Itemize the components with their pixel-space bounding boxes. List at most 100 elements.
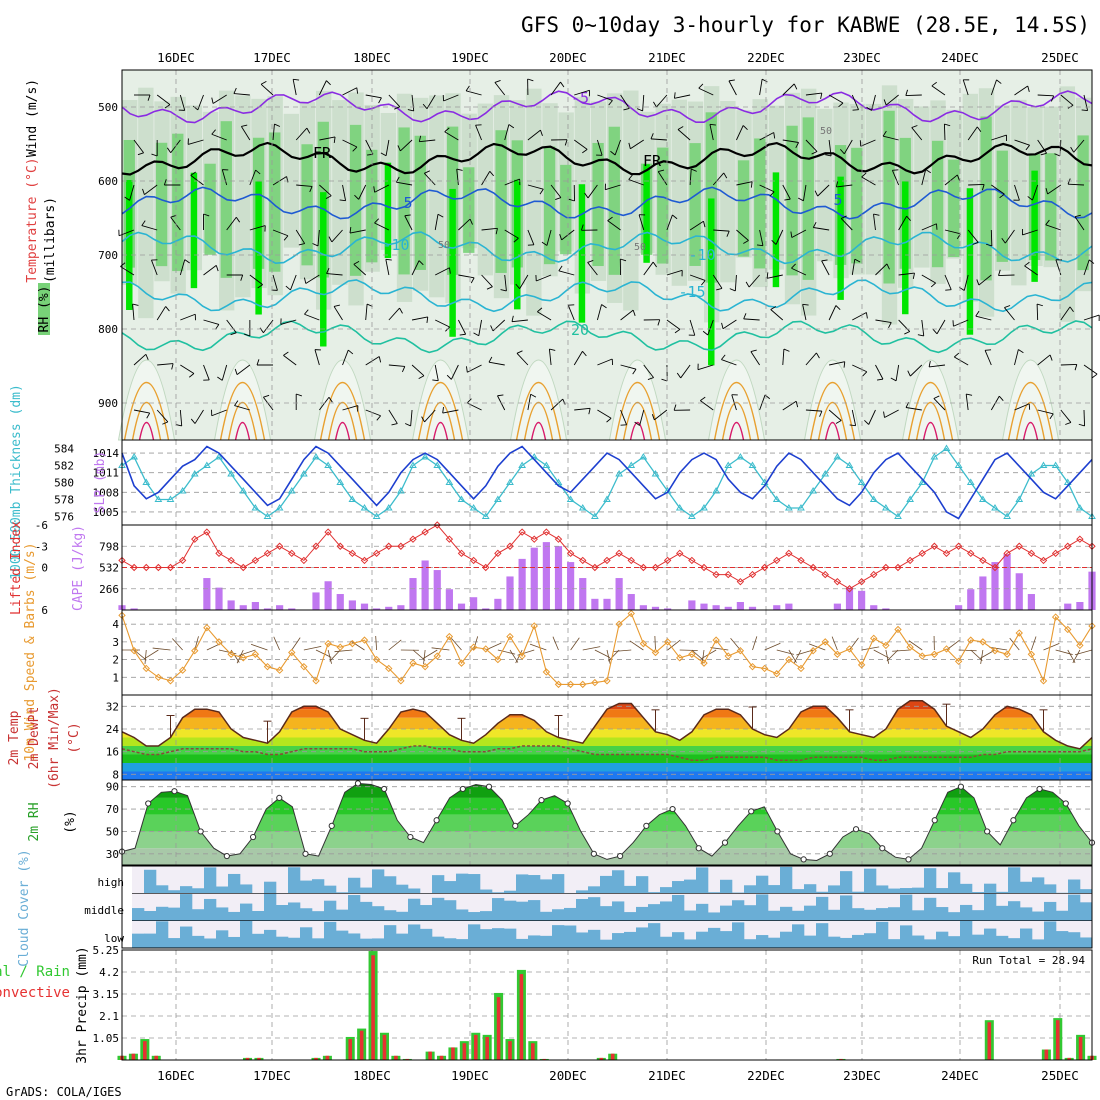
wind-barb xyxy=(418,260,424,266)
wind-barb xyxy=(597,358,613,366)
wind-barb xyxy=(352,146,358,152)
wind-barb xyxy=(965,394,969,411)
rh-shade xyxy=(708,198,715,366)
wind-barb xyxy=(1036,303,1039,321)
wind-barb xyxy=(769,191,775,197)
cloud-cell xyxy=(240,920,253,948)
wind-point xyxy=(1015,629,1023,637)
precip-convective-bar xyxy=(599,1057,604,1060)
thickness-point xyxy=(930,453,939,460)
wind-barb xyxy=(497,394,504,397)
cape-bar xyxy=(421,560,429,610)
isotherm-warm xyxy=(915,402,946,441)
wind-barb xyxy=(263,319,274,334)
wind-barb xyxy=(527,229,535,246)
wind-barb xyxy=(203,213,210,217)
cloud-cell xyxy=(408,898,421,921)
isotherm-warm xyxy=(809,381,856,441)
wind-barb xyxy=(843,361,846,368)
cloud-cell xyxy=(456,873,469,894)
cape-bar xyxy=(615,578,623,610)
isotherm-warm xyxy=(530,421,547,441)
wind-barb xyxy=(249,169,257,186)
cloud-cell xyxy=(228,911,241,921)
wind-barb xyxy=(805,139,818,152)
wind-barb xyxy=(418,135,422,142)
wind-barb xyxy=(546,229,552,246)
isotherm-warm xyxy=(728,421,745,441)
wind-barb xyxy=(470,277,475,284)
cloud-cell xyxy=(900,888,913,894)
cloud-cell xyxy=(1044,884,1057,894)
wind-barb xyxy=(932,329,938,335)
wind-barb xyxy=(481,274,493,288)
wind-barb xyxy=(691,168,697,172)
wind-point xyxy=(1064,625,1072,634)
cloud-cell xyxy=(780,931,793,948)
cape-bar xyxy=(360,603,369,610)
wind-point xyxy=(663,638,672,646)
cloud-cell xyxy=(216,886,229,894)
li-point xyxy=(1064,542,1072,550)
wind10-barb xyxy=(892,649,911,652)
cloud-cell xyxy=(432,875,445,894)
thickness-tick: 584 xyxy=(54,443,74,456)
wind-point xyxy=(688,650,696,658)
top-date-label: 17DEC xyxy=(253,50,291,65)
wind-barb xyxy=(933,398,946,411)
cloud-cell xyxy=(864,933,877,948)
wind-barb xyxy=(721,359,737,366)
wind-barb xyxy=(689,220,704,231)
wind-barb xyxy=(221,169,228,186)
rh-shade xyxy=(754,138,766,269)
wind-barb xyxy=(906,215,911,221)
wind10-barb xyxy=(422,649,438,659)
wind10-barb xyxy=(334,649,353,653)
cape-bar xyxy=(979,576,987,610)
cloud-cell xyxy=(756,935,769,948)
run-total-label: Run Total = 28.94 xyxy=(972,954,1085,967)
wind-barb xyxy=(700,396,706,401)
wind10-barb xyxy=(451,638,462,651)
wind-barb xyxy=(743,313,747,320)
rh-shade xyxy=(980,116,992,281)
li-point xyxy=(700,563,708,572)
thickness-point xyxy=(554,478,563,485)
wind-barb xyxy=(750,181,753,188)
thickness-point xyxy=(736,453,745,460)
cloud-cell xyxy=(648,892,661,894)
wind-barb xyxy=(802,303,809,306)
cape-bar xyxy=(324,581,332,610)
wind-barb xyxy=(975,315,992,321)
precip-convective-bar xyxy=(1055,1020,1060,1060)
wind-barb xyxy=(756,244,763,247)
thickness-point xyxy=(154,495,163,502)
thickness-point xyxy=(1003,512,1012,519)
wind-barb xyxy=(558,265,563,272)
rh-point xyxy=(695,845,702,852)
wind-barb xyxy=(689,274,706,281)
wind-barb xyxy=(489,170,495,177)
wind10-barb xyxy=(831,636,838,651)
cloud-cell xyxy=(984,893,997,921)
li-point xyxy=(857,577,866,586)
cloud-cell xyxy=(1080,902,1093,921)
cape-bar xyxy=(494,598,502,610)
cloud-cell xyxy=(732,900,745,921)
contour-label: 50 xyxy=(634,242,646,253)
wind-barb xyxy=(298,243,305,246)
slp-tick: 1008 xyxy=(93,486,120,499)
cloud-cell xyxy=(396,911,409,921)
rh-shade xyxy=(786,125,798,276)
cloud-cell xyxy=(1020,907,1033,921)
cloud-cell xyxy=(612,901,625,921)
slp-tick: 1014 xyxy=(93,447,120,460)
rh-point xyxy=(774,828,781,835)
thickness-point xyxy=(954,461,963,468)
rh-point xyxy=(564,800,571,807)
wind-barb xyxy=(712,274,723,289)
cape-bar xyxy=(215,587,223,610)
wind-barb xyxy=(620,94,630,109)
wind-barb xyxy=(519,274,529,289)
top-date-axis: 16DEC 17DEC 18DEC 19DEC 20DEC 21DEC 22DEC 23DEC… xyxy=(157,50,1079,65)
